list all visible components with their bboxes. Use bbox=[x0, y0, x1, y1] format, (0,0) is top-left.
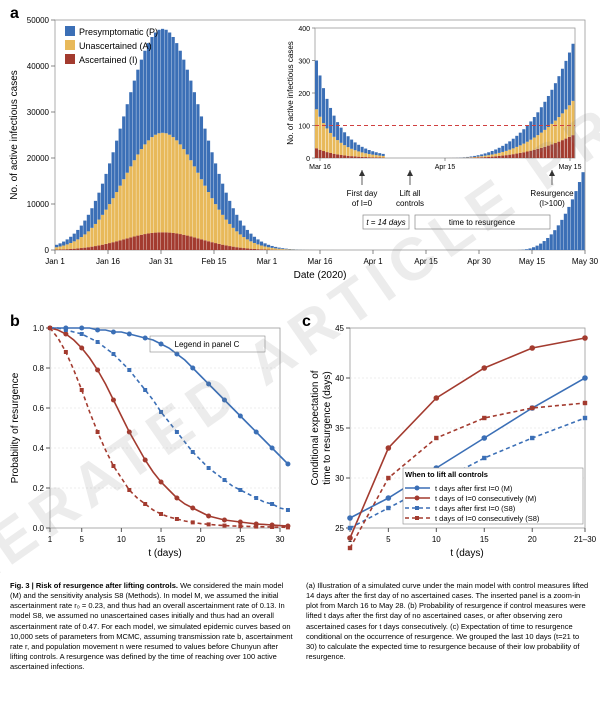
svg-text:40000: 40000 bbox=[27, 62, 50, 71]
svg-text:May 30: May 30 bbox=[572, 257, 599, 266]
svg-text:t days after first I=0 (S8): t days after first I=0 (S8) bbox=[435, 504, 516, 513]
svg-text:Unascertained (A): Unascertained (A) bbox=[79, 41, 152, 51]
svg-text:time to resurgence: time to resurgence bbox=[449, 218, 516, 227]
svg-text:400: 400 bbox=[298, 26, 310, 33]
svg-text:0: 0 bbox=[306, 156, 310, 163]
svg-text:Probability of resurgence: Probability of resurgence bbox=[10, 372, 21, 483]
caption-right: (a) Illustration of a simulated curve un… bbox=[306, 581, 588, 661]
svg-text:Feb 15: Feb 15 bbox=[202, 257, 227, 266]
svg-text:Apr 30: Apr 30 bbox=[467, 257, 491, 266]
svg-text:Legend in panel C: Legend in panel C bbox=[175, 340, 240, 349]
svg-text:1.0: 1.0 bbox=[33, 324, 45, 333]
svg-text:May 15: May 15 bbox=[559, 164, 582, 171]
svg-text:0.4: 0.4 bbox=[33, 444, 45, 453]
svg-text:0: 0 bbox=[45, 246, 50, 255]
svg-text:40: 40 bbox=[335, 374, 344, 383]
svg-text:20000: 20000 bbox=[27, 154, 50, 163]
svg-text:20: 20 bbox=[528, 535, 537, 544]
svg-text:controls: controls bbox=[396, 199, 424, 208]
svg-text:15: 15 bbox=[157, 535, 166, 544]
panel-a: a 0 10000 20000 30000 40000 50000 Jan 1 Jan 16… bbox=[0, 0, 600, 305]
svg-text:10: 10 bbox=[117, 535, 126, 544]
svg-text:50000: 50000 bbox=[27, 16, 50, 25]
svg-text:25: 25 bbox=[335, 524, 344, 533]
svg-text:0.8: 0.8 bbox=[33, 364, 45, 373]
figure-caption: Fig. 3 | Risk of resurgence after liftin… bbox=[0, 575, 600, 676]
svg-text:Apr 15: Apr 15 bbox=[414, 257, 438, 266]
svg-text:30: 30 bbox=[335, 474, 344, 483]
panels-bc: b 151015202530 0.00.20.40.60.81.0 Probab… bbox=[0, 310, 600, 570]
panel-a-label: a bbox=[10, 5, 19, 22]
svg-text:30000: 30000 bbox=[27, 108, 50, 117]
svg-text:21–30: 21–30 bbox=[574, 535, 597, 544]
svg-text:Jan 16: Jan 16 bbox=[96, 257, 121, 266]
svg-text:(I>100): (I>100) bbox=[539, 199, 565, 208]
svg-text:20: 20 bbox=[196, 535, 205, 544]
svg-text:t (days): t (days) bbox=[148, 548, 181, 559]
svg-text:45: 45 bbox=[335, 324, 344, 333]
svg-text:First day: First day bbox=[347, 189, 378, 198]
svg-text:Apr 1: Apr 1 bbox=[363, 257, 383, 266]
svg-text:No. of active infectious cases: No. of active infectious cases bbox=[286, 41, 295, 145]
caption-left: We considered the main model (M) and the… bbox=[10, 581, 293, 671]
svg-text:When to lift all controls: When to lift all controls bbox=[405, 470, 488, 479]
svg-text:Mar 1: Mar 1 bbox=[257, 257, 278, 266]
svg-text:5: 5 bbox=[79, 535, 84, 544]
svg-text:Mar 16: Mar 16 bbox=[309, 164, 331, 171]
svg-text:c: c bbox=[302, 313, 311, 330]
svg-text:Date (2020): Date (2020) bbox=[294, 270, 347, 281]
svg-text:Apr 15: Apr 15 bbox=[435, 164, 456, 171]
svg-text:10: 10 bbox=[432, 535, 441, 544]
svg-text:Resurgence: Resurgence bbox=[530, 189, 574, 198]
svg-text:25: 25 bbox=[236, 535, 245, 544]
svg-text:t days of I=0 consecutively (M: t days of I=0 consecutively (M) bbox=[435, 494, 537, 503]
svg-text:5: 5 bbox=[386, 535, 391, 544]
svg-text:300: 300 bbox=[298, 59, 310, 66]
svg-text:Jan 1: Jan 1 bbox=[45, 257, 65, 266]
svg-text:t days of I=0 consecutively (S: t days of I=0 consecutively (S8) bbox=[435, 514, 540, 523]
svg-text:No. of active infectious cases: No. of active infectious cases bbox=[9, 70, 20, 200]
svg-text:200: 200 bbox=[298, 91, 310, 98]
svg-text:of I=0: of I=0 bbox=[352, 199, 373, 208]
svg-text:Presymptomatic (P): Presymptomatic (P) bbox=[79, 27, 158, 37]
svg-text:0.6: 0.6 bbox=[33, 404, 45, 413]
svg-text:0.0: 0.0 bbox=[33, 524, 45, 533]
svg-text:Mar 16: Mar 16 bbox=[308, 257, 333, 266]
svg-text:30: 30 bbox=[276, 535, 285, 544]
svg-text:Jan 31: Jan 31 bbox=[149, 257, 174, 266]
svg-text:t days after first I=0 (M): t days after first I=0 (M) bbox=[435, 484, 513, 493]
svg-text:b: b bbox=[10, 313, 20, 330]
svg-text:t = 14 days: t = 14 days bbox=[366, 218, 405, 227]
svg-text:May 15: May 15 bbox=[519, 257, 546, 266]
svg-text:time to resurgence (days): time to resurgence (days) bbox=[322, 371, 333, 484]
svg-text:35: 35 bbox=[335, 424, 344, 433]
svg-text:t (days): t (days) bbox=[450, 548, 483, 559]
svg-text:1: 1 bbox=[48, 535, 53, 544]
svg-text:0.2: 0.2 bbox=[33, 484, 45, 493]
svg-text:15: 15 bbox=[480, 535, 489, 544]
svg-text:Ascertained (I): Ascertained (I) bbox=[79, 55, 138, 65]
svg-text:Conditional expectation of: Conditional expectation of bbox=[310, 370, 321, 485]
svg-text:100: 100 bbox=[298, 124, 310, 131]
svg-text:Lift all: Lift all bbox=[400, 189, 421, 198]
caption-title: Fig. 3 | Risk of resurgence after liftin… bbox=[10, 581, 178, 590]
svg-text:10000: 10000 bbox=[27, 200, 50, 209]
